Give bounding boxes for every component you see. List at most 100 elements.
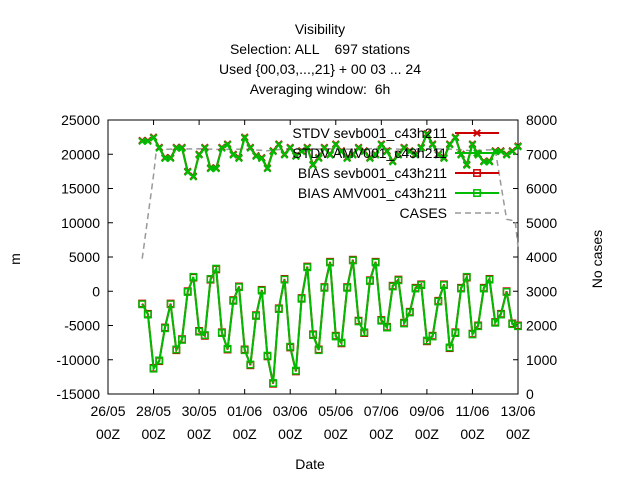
x-tick-label-date: 01/06 — [227, 403, 262, 419]
plot-frame — [107, 119, 519, 395]
x-tick-label-date: 09/06 — [409, 403, 444, 419]
y2-tick-label: 4000 — [526, 249, 557, 265]
data-point — [457, 284, 466, 293]
x-tick-label-date: 07/06 — [364, 403, 399, 419]
data-point — [388, 157, 397, 166]
data-point — [303, 144, 312, 152]
series-line — [141, 260, 519, 384]
data-point — [366, 154, 374, 163]
data-point — [195, 151, 204, 159]
data-point — [343, 283, 352, 292]
legend-label: STDV AMV001_c43h211 — [292, 145, 447, 161]
chart-subtitle-used: Used {00,03,...,21} + 00 03 ... 24 — [219, 61, 421, 77]
data-point — [337, 338, 346, 347]
legend-label: STDV sevb001_c43h211 — [292, 125, 447, 141]
data-point — [394, 151, 403, 159]
data-point — [354, 317, 363, 326]
legend-label: BIAS sevb001_c43h211 — [298, 165, 447, 181]
data-point — [286, 342, 295, 351]
data-point — [246, 360, 255, 369]
data-point — [320, 144, 329, 152]
data-point — [297, 294, 306, 303]
data-point — [468, 330, 477, 339]
y-tick-label: -10000 — [56, 352, 100, 368]
data-point — [257, 154, 266, 163]
y2-tick-label: 5000 — [526, 215, 557, 231]
data-point — [189, 272, 198, 281]
data-point — [496, 310, 505, 319]
data-point — [206, 274, 215, 283]
data-point — [138, 137, 147, 146]
data-point — [200, 331, 209, 340]
data-point — [143, 137, 152, 146]
data-point — [451, 329, 460, 337]
data-point — [417, 144, 426, 152]
x-tick-label-date: 03/06 — [273, 403, 308, 419]
data-point — [388, 282, 397, 291]
data-point — [405, 308, 414, 317]
data-point — [405, 147, 414, 156]
data-point — [485, 157, 494, 166]
data-point — [514, 142, 522, 151]
data-point — [160, 324, 169, 333]
y-axis-label: m — [7, 253, 23, 265]
data-point — [155, 144, 164, 152]
data-point — [291, 366, 300, 375]
data-point — [212, 164, 221, 173]
data-point — [354, 144, 363, 152]
data-point — [263, 164, 272, 173]
data-point — [223, 344, 232, 353]
y2-axis-label: No cases — [589, 230, 605, 288]
x-tick-label-hour: 00Z — [369, 426, 394, 442]
data-point — [240, 133, 249, 142]
data-point — [263, 351, 272, 360]
data-point — [360, 328, 369, 337]
y-tick-label: 15000 — [61, 181, 100, 197]
data-point — [303, 263, 312, 272]
data-point — [422, 130, 431, 139]
data-point — [206, 164, 215, 173]
data-point — [178, 144, 186, 152]
x-tick-label-date: 28/05 — [136, 403, 171, 419]
data-point — [417, 281, 426, 290]
data-point — [235, 283, 243, 292]
data-point — [348, 256, 357, 265]
y2-tick-label: 3000 — [526, 283, 557, 299]
data-point — [485, 275, 494, 284]
data-point — [189, 172, 198, 181]
data-point — [280, 275, 289, 284]
data-point — [440, 281, 448, 290]
data-point — [314, 346, 323, 355]
data-point — [326, 258, 335, 267]
y-tick-label: -5000 — [64, 318, 100, 334]
x-tick-label-hour: 00Z — [324, 426, 349, 442]
data-point — [473, 149, 481, 157]
data-point — [365, 277, 374, 285]
data-point — [343, 154, 352, 163]
data-point — [422, 336, 431, 345]
x-tick-label-hour: 00Z — [96, 426, 121, 442]
data-point — [434, 297, 443, 306]
y-tick-label: 10000 — [61, 215, 100, 231]
x-axis-label: Date — [295, 456, 325, 472]
data-point — [314, 154, 323, 163]
data-point — [200, 144, 209, 152]
data-point — [246, 144, 255, 152]
data-point — [445, 140, 454, 149]
y-tick-label: 20000 — [61, 146, 100, 162]
data-point — [149, 364, 158, 373]
data-point — [223, 140, 232, 149]
data-point — [462, 272, 471, 281]
data-point — [331, 140, 340, 149]
data-point — [502, 151, 511, 159]
data-point — [217, 144, 226, 152]
chart-subtitle-selection: Selection: ALL 697 stations — [229, 41, 411, 57]
x-tick-label-date: 13/06 — [500, 403, 535, 419]
data-point — [172, 144, 181, 152]
data-point — [394, 276, 403, 285]
data-point — [445, 343, 454, 352]
data-point — [166, 154, 175, 163]
data-point — [502, 287, 511, 296]
x-tick-label-hour: 00Z — [506, 426, 531, 442]
